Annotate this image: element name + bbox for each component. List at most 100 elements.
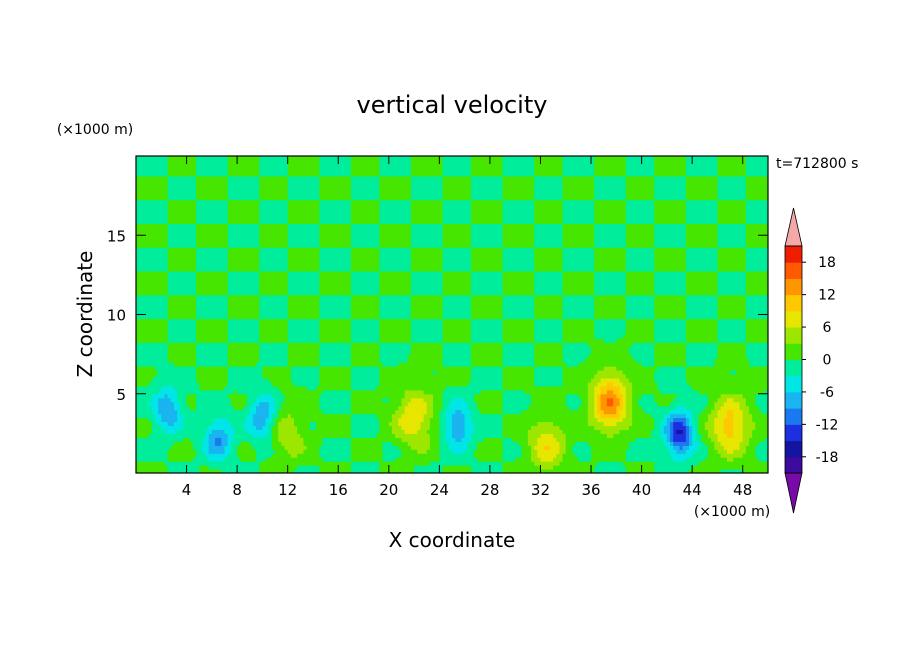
field-cell <box>647 413 652 419</box>
field-cell <box>202 461 207 466</box>
field-cell <box>736 425 741 431</box>
field-cell <box>369 449 374 454</box>
field-cell <box>142 373 147 379</box>
field-cell <box>682 397 687 403</box>
field-cell <box>764 389 768 395</box>
field-cell <box>164 425 169 431</box>
field-cell <box>505 449 510 454</box>
field-cell <box>331 381 336 387</box>
field-cell <box>534 397 538 403</box>
field-cell <box>433 449 437 454</box>
field-cell <box>376 437 380 442</box>
field-cell <box>350 461 355 466</box>
field-cell <box>268 409 273 415</box>
field-cell <box>594 405 598 411</box>
field-cell <box>597 397 602 403</box>
field-cell <box>423 385 428 391</box>
field-cell <box>230 385 235 391</box>
field-cell <box>474 393 478 399</box>
field-cell <box>379 453 384 458</box>
field-cell <box>218 385 222 391</box>
field-cell <box>328 381 333 387</box>
field-cell <box>230 405 235 411</box>
field-cell <box>436 385 440 391</box>
field-cell <box>505 453 510 458</box>
field-cell <box>508 385 513 391</box>
field-cell <box>549 397 554 403</box>
field-cell <box>647 401 652 407</box>
field-cell <box>628 461 633 466</box>
field-cell <box>341 433 346 438</box>
field-cell <box>736 397 741 403</box>
field-cell <box>442 421 447 427</box>
field-cell <box>726 445 731 450</box>
field-cell <box>489 385 494 391</box>
field-cell <box>366 461 371 466</box>
field-cell <box>534 461 538 466</box>
field-cell <box>404 385 409 391</box>
field-cell <box>701 429 706 434</box>
field-cell <box>496 461 500 466</box>
field-cell <box>610 409 614 415</box>
field-cell <box>600 401 605 407</box>
field-cell <box>161 385 166 391</box>
field-cell <box>379 381 384 387</box>
field-cell <box>556 417 561 423</box>
field-cell <box>186 381 191 387</box>
field-cell <box>287 385 292 391</box>
field-cell <box>531 461 535 466</box>
field-cell <box>211 425 216 431</box>
field-cell <box>268 465 273 470</box>
field-cell <box>606 437 611 442</box>
field-cell <box>670 393 674 399</box>
field-cell <box>363 433 368 438</box>
field-cell <box>268 453 273 458</box>
field-cell <box>275 385 279 391</box>
field-cell <box>369 413 374 419</box>
field-cell <box>145 449 150 454</box>
field-cell <box>540 433 545 438</box>
field-cell <box>442 401 447 407</box>
field-cell <box>354 421 358 427</box>
field-cell <box>227 373 232 379</box>
field-cell <box>745 373 750 379</box>
field-cell <box>316 413 320 419</box>
field-cell <box>262 453 267 458</box>
field-cell <box>610 397 614 403</box>
field-cell <box>278 433 282 438</box>
field-cell <box>502 389 507 395</box>
field-cell <box>136 373 140 379</box>
field-cell <box>252 429 257 434</box>
field-cell <box>148 401 153 407</box>
field-cell <box>442 385 447 391</box>
field-cell <box>711 405 715 411</box>
field-cell <box>268 393 273 399</box>
field-cell <box>391 461 396 466</box>
field-cell <box>499 413 504 419</box>
field-cell <box>714 425 719 431</box>
field-cell <box>606 381 611 387</box>
field-cell <box>388 405 393 411</box>
field-cell <box>369 437 374 442</box>
field-cell <box>287 397 292 403</box>
field-cell <box>638 429 643 434</box>
field-cell <box>319 437 324 442</box>
field-cell <box>180 421 184 427</box>
field-cell <box>707 377 712 383</box>
field-cell <box>271 433 276 438</box>
field-cell <box>493 385 497 391</box>
field-cell <box>426 465 431 470</box>
field-cell <box>420 381 425 387</box>
field-cell <box>268 385 273 391</box>
field-cell <box>531 453 535 458</box>
field-cell <box>265 433 270 438</box>
field-cell <box>221 429 226 434</box>
field-cell <box>524 437 529 442</box>
field-cell <box>761 393 766 399</box>
field-cell <box>322 385 327 391</box>
field-cell <box>420 457 425 462</box>
field-cell <box>758 389 763 395</box>
field-cell <box>297 457 301 462</box>
field-cell <box>647 445 652 450</box>
field-cell <box>281 465 286 470</box>
